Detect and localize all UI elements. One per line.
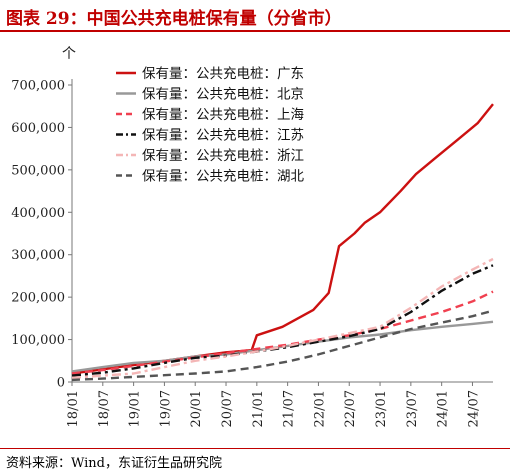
y-tick-label: 700,000 [11,79,65,94]
series-line [71,290,494,375]
y-tick-label: 500,000 [11,163,65,178]
x-tick-label: 19/07 [158,390,173,427]
series-lines [71,103,494,382]
legend-entry: 保有量：公共充电桩：广东 [142,66,304,82]
y-tick-label: 0 [57,376,65,391]
source-rule [0,448,510,449]
series-line [71,264,494,377]
title-bar: 图表 29：中国公共充电桩保有量（分省市） [0,0,510,30]
legend-entry: 保有量：公共充电桩：浙江 [142,148,304,164]
series-line [71,309,494,382]
x-tick-label: 22/07 [343,390,358,427]
chart-title: 图表 29：中国公共充电桩保有量（分省市） [6,9,342,29]
x-tick-label: 22/01 [312,390,327,427]
x-tick-label: 23/01 [374,390,389,427]
series-line [71,103,494,375]
x-tick-label: 24/01 [436,390,451,427]
x-tick-label: 18/01 [66,390,81,427]
axes: 0 100,000 200,000 300,000 400,000 500,000 600,… [11,79,493,427]
legend-entry: 保有量：公共充电桩：湖北 [142,169,304,185]
y-tick-label: 200,000 [11,291,65,306]
series-line [71,257,494,379]
x-tick-label: 21/01 [251,390,266,427]
y-tick-label: 400,000 [11,206,65,221]
source-note: 资料来源：Wind，东证衍生品研究院 [6,456,222,471]
x-tick-label: 20/01 [189,390,204,427]
x-tick-label: 18/07 [97,390,112,427]
line-chart: 个 0 100,000 200,000 300,000 400,000 500,000 60… [11,46,494,427]
y-unit-label: 个 [62,46,76,62]
x-tick-label: 21/07 [282,390,297,427]
y-tick-label: 300,000 [11,248,65,263]
x-tick-label: 24/07 [466,390,481,427]
title-rule [0,30,510,32]
x-tick-label: 23/07 [405,390,420,427]
y-tick-label: 100,000 [11,333,65,348]
series-line [71,320,494,373]
y-tick-label: 600,000 [11,121,65,136]
legend: 保有量：公共充电桩：广东保有量：公共充电桩：北京保有量：公共充电桩：上海保有量：… [116,66,304,185]
legend-entry: 保有量：公共充电桩：北京 [142,87,304,103]
legend-entry: 保有量：公共充电桩：江苏 [142,128,304,144]
legend-entry: 保有量：公共充电桩：上海 [142,107,304,123]
x-tick-label: 20/07 [220,390,235,427]
x-tick-label: 19/01 [128,390,143,427]
